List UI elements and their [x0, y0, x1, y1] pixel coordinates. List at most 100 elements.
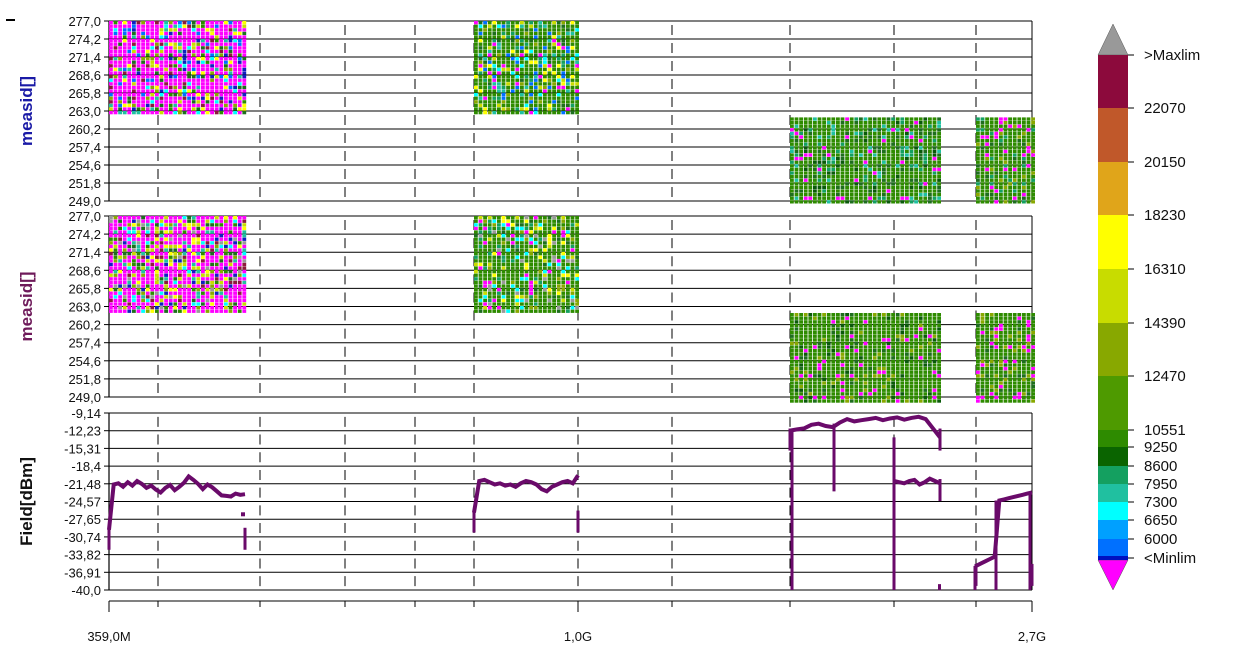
heatmap-cell: [794, 316, 799, 320]
heatmap-cell: [826, 121, 831, 125]
heatmap-cell: [547, 93, 552, 97]
heatmap-cell: [219, 96, 224, 100]
heatmap-cell: [570, 266, 575, 270]
heatmap-cell: [122, 85, 127, 90]
heatmap-cell: [205, 223, 210, 227]
heatmap-cell: [932, 388, 937, 392]
heatmap-cell: [1026, 193, 1031, 197]
heatmap-cell: [497, 255, 501, 259]
heatmap-cell: [859, 323, 863, 328]
heatmap-cell: [506, 75, 510, 79]
heatmap-cell: [529, 111, 533, 115]
heatmap-cell: [173, 103, 178, 108]
heatmap-cell: [826, 370, 831, 374]
heatmap-cell: [831, 189, 836, 193]
heatmap-cell: [168, 234, 173, 238]
heatmap-cell: [510, 259, 515, 263]
heatmap-cell: [859, 359, 863, 364]
heatmap-cell: [237, 93, 242, 97]
heatmap-cell: [914, 327, 918, 331]
heatmap-cell: [849, 182, 854, 186]
heatmap-cell: [237, 57, 242, 61]
heatmap-cell: [914, 135, 918, 139]
heatmap-cell: [136, 111, 141, 115]
heatmap-cell: [836, 142, 840, 146]
heatmap-cell: [141, 295, 145, 299]
heatmap-cell: [533, 103, 538, 108]
heatmap-cell: [155, 284, 159, 288]
heatmap-cell: [918, 189, 923, 193]
heatmap-cell: [863, 157, 868, 161]
heatmap-cell: [520, 39, 524, 43]
heatmap-cell: [501, 284, 506, 288]
heatmap-cell: [487, 35, 492, 39]
heatmap-cell: [113, 85, 118, 90]
heatmap-cell: [520, 46, 524, 50]
heatmap-cell: [1012, 131, 1017, 136]
heatmap-cell: [799, 175, 803, 179]
heatmap-cell: [506, 270, 510, 274]
heatmap-cell: [822, 185, 826, 190]
heatmap-cell: [900, 142, 905, 146]
heatmap-cell: [552, 60, 556, 64]
heatmap-cell: [1031, 167, 1035, 172]
heatmap-cell: [928, 171, 932, 175]
heatmap-cell: [182, 39, 187, 43]
heatmap-cell: [1003, 153, 1008, 157]
heatmap-cell: [552, 216, 556, 220]
heatmap-cell: [478, 280, 483, 285]
heatmap-cell: [575, 60, 579, 64]
heatmap-cell: [520, 291, 524, 295]
y-tick-label: 260,2: [68, 318, 101, 333]
heatmap-cell: [113, 46, 118, 50]
heatmap-cell: [487, 244, 492, 249]
heatmap-cell: [1017, 149, 1022, 154]
heatmap-cell: [849, 359, 854, 364]
heatmap-cell: [799, 146, 803, 150]
heatmap-cell: [127, 237, 132, 241]
heatmap-cell: [928, 349, 932, 353]
panel-1: 277,0274,2271,4268,6265,8263,0260,2257,4…: [17, 14, 1035, 209]
heatmap-cell: [914, 381, 918, 385]
heatmap-cell: [1017, 157, 1022, 161]
heatmap-cell: [1031, 189, 1035, 193]
heatmap-cell: [836, 121, 840, 125]
heatmap-cell: [849, 370, 854, 374]
heatmap-cell: [570, 89, 575, 93]
heatmap-cell: [141, 277, 145, 281]
heatmap-cell: [817, 381, 822, 385]
heatmap-cell: [845, 388, 849, 392]
heatmap-cell: [145, 60, 150, 64]
heatmap-cell: [127, 75, 132, 79]
heatmap-cell: [109, 60, 113, 64]
heatmap-cell: [854, 392, 859, 396]
heatmap-cell: [187, 309, 191, 313]
heatmap-cell: [520, 241, 524, 245]
heatmap-cell: [790, 370, 794, 374]
heatmap-cell: [886, 352, 891, 356]
heatmap-cell: [575, 71, 579, 75]
heatmap-cell: [1022, 167, 1026, 172]
heatmap-cell: [552, 67, 556, 72]
heatmap-cell: [474, 241, 478, 245]
heatmap-cell: [233, 223, 237, 227]
heatmap-cell: [228, 111, 233, 115]
heatmap-cell: [118, 223, 122, 227]
heatmap-cell: [242, 309, 247, 313]
heatmap-cell: [483, 93, 487, 97]
heatmap-cell: [1022, 185, 1026, 190]
heatmap-cell: [1003, 164, 1008, 168]
heatmap-cell: [886, 124, 891, 128]
heatmap-cell: [136, 107, 141, 111]
heatmap-cell: [196, 234, 201, 238]
heatmap-cell: [868, 377, 872, 382]
heatmap-cell: [859, 146, 863, 150]
heatmap-cell: [556, 78, 561, 82]
heatmap-cell: [127, 71, 132, 75]
heatmap-cell: [895, 200, 900, 204]
heatmap-cell: [928, 345, 932, 349]
heatmap-cell: [989, 121, 994, 125]
heatmap-cell: [980, 185, 985, 190]
heatmap-cell: [524, 273, 529, 277]
heatmap-cell: [790, 331, 794, 335]
